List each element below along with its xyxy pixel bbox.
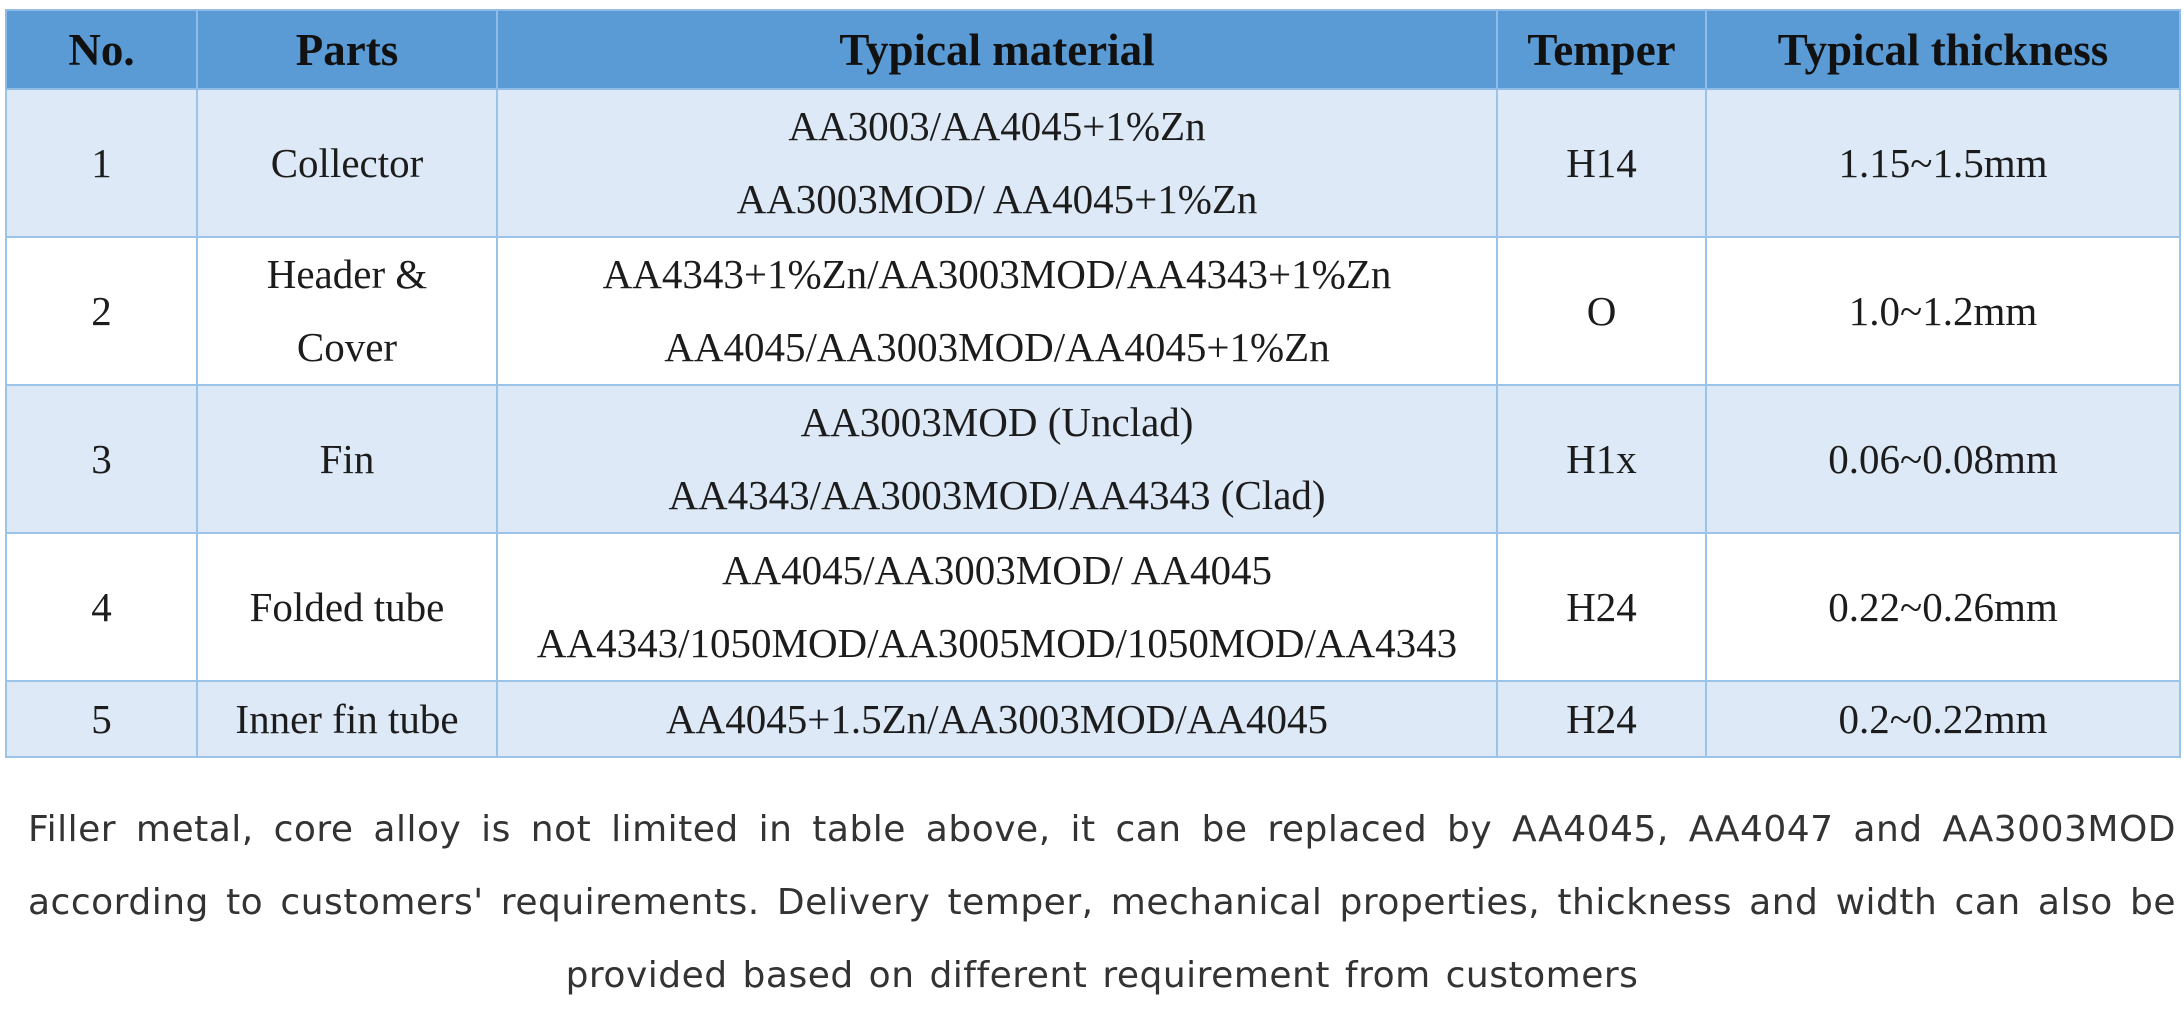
part-line: Cover [296,324,398,370]
material-line: AA4045/AA3003MOD/AA4045+1%Zn [664,324,1330,370]
footnote-text: Filler metal, core alloy is not limited … [28,809,2176,996]
header-parts: Parts [196,9,498,90]
material-line: AA3003MOD (Unclad) [800,399,1194,445]
header-temper: Temper [1496,9,1707,90]
table-row: 5 Inner fin tube AA4045+1.5Zn/AA3003MOD/… [5,680,2181,758]
cell-no: 2 [5,236,198,386]
material-line: AA4343+1%Zn/AA3003MOD/AA4343+1%Zn [602,251,1392,297]
cell-temper: O [1496,236,1707,386]
table-row: 3 Fin AA3003MOD (Unclad) AA4343/AA3003MO… [5,384,2181,534]
materials-table-container: No. Parts Typical material Temper Typica… [5,9,2181,758]
cell-thickness: 0.06~0.08mm [1705,384,2181,534]
cell-part: Fin [196,384,498,534]
cell-temper: H24 [1496,532,1707,682]
cell-temper: H14 [1496,88,1707,238]
material-line: AA4343/1050MOD/AA3005MOD/1050MOD/AA4343 [536,620,1458,666]
cell-no: 5 [5,680,198,758]
cell-no: 4 [5,532,198,682]
cell-part: Inner fin tube [196,680,498,758]
cell-material: AA4045+1.5Zn/AA3003MOD/AA4045 [496,680,1498,758]
header-typical-material: Typical material [496,9,1498,90]
table-body: 1 Collector AA3003/AA4045+1%Zn AA3003MOD… [5,88,2181,758]
header-row: No. Parts Typical material Temper Typica… [5,9,2181,90]
cell-material: AA3003MOD (Unclad) AA4343/AA3003MOD/AA43… [496,384,1498,534]
cell-temper: H1x [1496,384,1707,534]
part-line: Folded tube [249,583,445,630]
cell-thickness: 1.0~1.2mm [1705,236,2181,386]
cell-no: 1 [5,88,198,238]
cell-material: AA4045/AA3003MOD/ AA4045 AA4343/1050MOD/… [496,532,1498,682]
cell-temper: H24 [1496,680,1707,758]
header-no: No. [5,9,198,90]
table-row: 2 Header & Cover AA4343+1%Zn/AA3003MOD/A… [5,236,2181,386]
cell-material: AA4343+1%Zn/AA3003MOD/AA4343+1%Zn AA4045… [496,236,1498,386]
part-line: Collector [270,139,424,186]
material-line: AA3003MOD/ AA4045+1%Zn [736,176,1258,222]
cell-thickness: 1.15~1.5mm [1705,88,2181,238]
table-row: 1 Collector AA3003/AA4045+1%Zn AA3003MOD… [5,88,2181,238]
cell-part: Folded tube [196,532,498,682]
table-row: 4 Folded tube AA4045/AA3003MOD/ AA4045 A… [5,532,2181,682]
cell-material: AA3003/AA4045+1%Zn AA3003MOD/ AA4045+1%Z… [496,88,1498,238]
part-line: Fin [319,435,375,482]
material-line: AA4045/AA3003MOD/ AA4045 [721,547,1273,593]
material-line: AA4045+1.5Zn/AA3003MOD/AA4045 [665,695,1329,742]
cell-thickness: 0.2~0.22mm [1705,680,2181,758]
cell-part: Collector [196,88,498,238]
table-header: No. Parts Typical material Temper Typica… [5,9,2181,90]
material-line: AA4343/AA3003MOD/AA4343 (Clad) [668,472,1326,518]
material-line: AA3003/AA4045+1%Zn [788,103,1206,149]
materials-table: No. Parts Typical material Temper Typica… [5,9,2181,758]
part-line: Inner fin tube [235,695,459,742]
header-typical-thickness: Typical thickness [1705,9,2181,90]
cell-part: Header & Cover [196,236,498,386]
part-line: Header & [266,251,428,297]
cell-thickness: 0.22~0.26mm [1705,532,2181,682]
cell-no: 3 [5,384,198,534]
